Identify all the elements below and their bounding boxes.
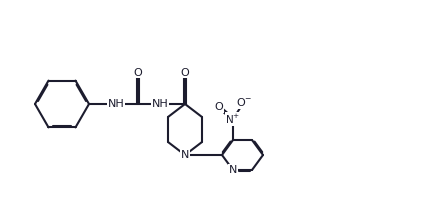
Text: O: O bbox=[181, 67, 190, 77]
Text: O: O bbox=[134, 67, 143, 77]
Text: NH: NH bbox=[108, 99, 124, 109]
Text: O: O bbox=[215, 102, 224, 112]
Text: O$^{-}$: O$^{-}$ bbox=[236, 96, 252, 108]
Text: NH: NH bbox=[152, 99, 169, 109]
Text: N: N bbox=[229, 165, 237, 175]
Text: N: N bbox=[181, 150, 189, 160]
Text: N$^{+}$: N$^{+}$ bbox=[225, 113, 240, 126]
